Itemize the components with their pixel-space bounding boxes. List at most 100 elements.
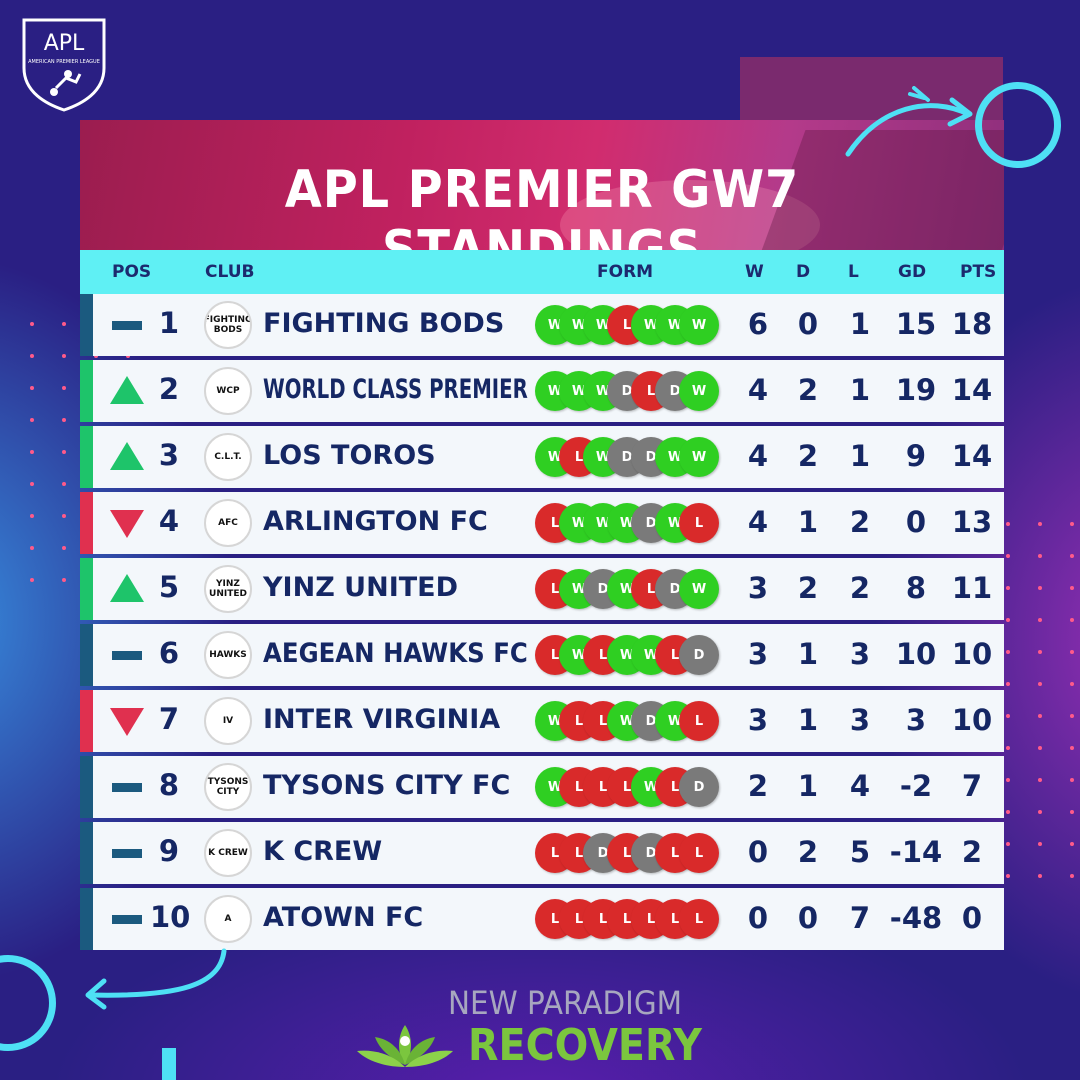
decorative-bar bbox=[162, 1048, 176, 1080]
draws-value: 2 bbox=[797, 835, 819, 869]
decorative-dot bbox=[1070, 522, 1074, 526]
goal-difference-value: 10 bbox=[895, 637, 937, 671]
wins-value: 0 bbox=[747, 835, 769, 869]
col-form: FORM bbox=[597, 262, 654, 282]
goal-difference-value: 9 bbox=[905, 439, 927, 473]
points-value: 10 bbox=[951, 637, 993, 671]
movement-strip bbox=[80, 690, 93, 752]
decorative-dot bbox=[30, 354, 34, 358]
decorative-dot bbox=[62, 450, 66, 454]
decorative-dot bbox=[1006, 554, 1010, 558]
decorative-dot bbox=[1038, 746, 1042, 750]
no-change-icon bbox=[112, 783, 142, 792]
position-number: 3 bbox=[158, 438, 180, 472]
decorative-dot bbox=[1070, 682, 1074, 686]
decorative-dot bbox=[1006, 682, 1010, 686]
losses-value: 2 bbox=[849, 571, 871, 605]
draws-value: 0 bbox=[797, 307, 819, 341]
decorative-dot bbox=[1070, 746, 1074, 750]
table-row[interactable]: 3 C.L.T. LOS TOROS W L W D D W W 4 2 1 9 14 bbox=[80, 426, 1004, 488]
form-win: W bbox=[679, 371, 719, 411]
decorative-dot bbox=[62, 482, 66, 486]
points-value: 7 bbox=[961, 769, 983, 803]
form-loss: L bbox=[679, 701, 719, 741]
table-row[interactable]: 6 HAWKS AEGEAN HAWKS FC L W L W W L D 3 1 3 10 10 bbox=[80, 624, 1004, 686]
goal-difference-value: 8 bbox=[905, 571, 927, 605]
logo-text: APL bbox=[44, 31, 85, 56]
movement-strip bbox=[80, 294, 93, 356]
no-change-icon bbox=[112, 849, 142, 858]
table-row[interactable]: 5 YINZ UNITED YINZ UNITED L W D W L D W 3 2 2 8 11 bbox=[80, 558, 1004, 620]
movement-strip bbox=[80, 360, 93, 422]
decorative-dot bbox=[1070, 842, 1074, 846]
wins-value: 3 bbox=[747, 637, 769, 671]
decorative-dot bbox=[1038, 714, 1042, 718]
club-crest-icon: AFC bbox=[204, 499, 252, 547]
decorative-dot bbox=[30, 418, 34, 422]
table-row[interactable]: 7 IV INTER VIRGINIA W L L W D W L 3 1 3 3 10 bbox=[80, 690, 1004, 752]
decorative-dot bbox=[1070, 810, 1074, 814]
apl-logo: APL AMERICAN PREMIER LEAGUE bbox=[22, 18, 106, 112]
arrow-down-icon bbox=[110, 510, 144, 538]
club-name: LOS TOROS bbox=[263, 440, 436, 471]
decorative-dot bbox=[1038, 874, 1042, 878]
decorative-dot bbox=[1070, 618, 1074, 622]
club-crest-icon: HAWKS bbox=[204, 631, 252, 679]
position-number: 7 bbox=[158, 702, 180, 736]
movement-strip bbox=[80, 888, 93, 950]
decorative-dot bbox=[62, 386, 66, 390]
table-row[interactable]: 8 TYSONS CITY TYSONS CITY FC W L L L W L D 2 1 4 -2 7 bbox=[80, 756, 1004, 818]
col-d: D bbox=[796, 262, 811, 282]
club-name: K CREW bbox=[263, 836, 383, 867]
decorative-dot bbox=[1070, 554, 1074, 558]
position-number: 6 bbox=[158, 636, 180, 670]
goal-difference-value: -2 bbox=[899, 769, 933, 803]
club-name: AEGEAN HAWKS FC bbox=[263, 638, 528, 669]
draws-value: 1 bbox=[797, 703, 819, 737]
club-crest-icon: WCP bbox=[204, 367, 252, 415]
club-name: FIGHTING BODS bbox=[263, 308, 505, 339]
form-loss: L bbox=[679, 833, 719, 873]
club-crest-icon: K CREW bbox=[204, 829, 252, 877]
goal-difference-value: -48 bbox=[889, 901, 943, 935]
decorative-dot bbox=[1070, 778, 1074, 782]
form-draw: D bbox=[679, 635, 719, 675]
decorative-dot bbox=[62, 354, 66, 358]
col-gd: GD bbox=[898, 262, 927, 282]
decorative-dot bbox=[30, 578, 34, 582]
club-name: ARLINGTON FC bbox=[263, 506, 488, 537]
decorative-dot bbox=[62, 514, 66, 518]
form-win: W bbox=[679, 437, 719, 477]
losses-value: 1 bbox=[849, 439, 871, 473]
position-number: 2 bbox=[158, 372, 180, 406]
draws-value: 1 bbox=[797, 769, 819, 803]
goal-difference-value: 0 bbox=[905, 505, 927, 539]
table-row[interactable]: 2 WCP WORLD CLASS PREMIER W W W D L D W 4 2 1 19 14 bbox=[80, 360, 1004, 422]
table-row[interactable]: 4 AFC ARLINGTON FC L W W W D W L 4 1 2 0 13 bbox=[80, 492, 1004, 554]
table-row[interactable]: 1 FIGHTING BODS FIGHTING BODS W W W L W W W 6 0 1 15 1… bbox=[80, 294, 1004, 356]
arrow-up-icon bbox=[110, 442, 144, 470]
decorative-dot bbox=[1038, 778, 1042, 782]
form-loss: L bbox=[679, 899, 719, 939]
wins-value: 4 bbox=[747, 439, 769, 473]
decorative-dot bbox=[126, 354, 130, 358]
decorative-dot bbox=[30, 514, 34, 518]
decorative-dot bbox=[1006, 842, 1010, 846]
arrow-up-icon bbox=[110, 574, 144, 602]
table-row[interactable]: 10 A ATOWN FC L L L L L L L 0 0 7 -48 0 bbox=[80, 888, 1004, 950]
club-name: INTER VIRGINIA bbox=[263, 704, 501, 735]
movement-strip bbox=[80, 558, 93, 620]
points-value: 0 bbox=[961, 901, 983, 935]
decorative-dot bbox=[1006, 746, 1010, 750]
decorative-dot bbox=[1006, 650, 1010, 654]
wins-value: 0 bbox=[747, 901, 769, 935]
decorative-dot bbox=[1006, 586, 1010, 590]
club-crest-icon: IV bbox=[204, 697, 252, 745]
decorative-dot bbox=[30, 322, 34, 326]
decorative-dot bbox=[62, 546, 66, 550]
